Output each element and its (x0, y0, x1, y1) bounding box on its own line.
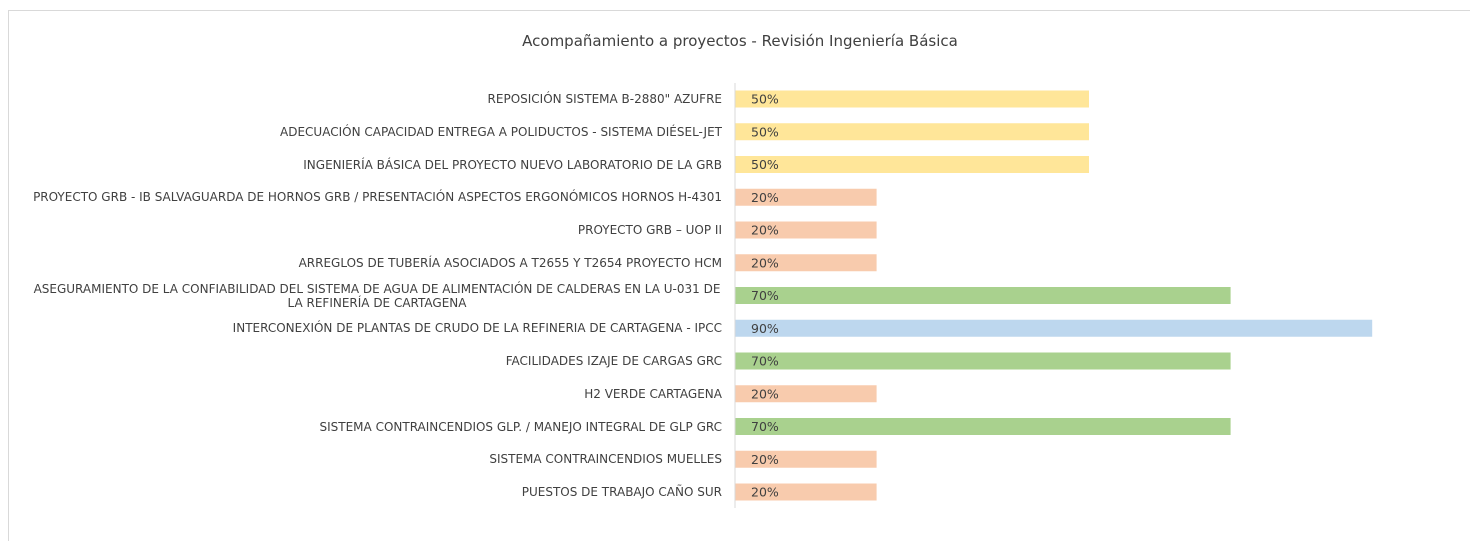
category-label: ARREGLOS DE TUBERÍA ASOCIADOS A T2655 Y … (22, 247, 722, 279)
category-label: SISTEMA CONTRAINCENDIOS MUELLES (22, 443, 722, 475)
data-label: 20% (751, 255, 779, 270)
category-text: H2 VERDE CARTAGENA (584, 386, 722, 401)
bar (735, 156, 1089, 173)
category-text: REPOSICIÓN SISTEMA B-2880" AZUFRE (487, 92, 722, 106)
bar (735, 90, 1089, 108)
data-label: 70% (751, 419, 779, 434)
category-text: ASEGURAMIENTO DE LA CONFIABILIDAD DEL SI… (33, 281, 721, 310)
bar (735, 254, 877, 272)
data-label: 90% (751, 321, 779, 336)
data-label: 70% (751, 288, 779, 303)
data-label: 20% (751, 223, 779, 238)
bar (735, 188, 877, 206)
bar (735, 287, 1231, 304)
category-text: ADECUACIÓN CAPACIDAD ENTREGA A POLIDUCTO… (280, 124, 722, 139)
category-label: PUESTOS DE TRABAJO CAÑO SUR (22, 476, 722, 508)
category-label: INTERCONEXIÓN DE PLANTAS DE CRUDO DE LA … (22, 312, 722, 344)
category-label: PROYECTO GRB – UOP II (22, 214, 722, 246)
data-label: 50% (751, 124, 779, 139)
chart-frame (8, 10, 1470, 541)
category-text: PROYECTO GRB – UOP II (577, 223, 722, 237)
bar (735, 385, 877, 403)
data-label: 50% (751, 157, 779, 172)
category-label: REPOSICIÓN SISTEMA B-2880" AZUFRE (22, 83, 722, 115)
bar (735, 483, 877, 501)
category-label: PROYECTO GRB - IB SALVAGUARDA DE HORNOS … (22, 181, 722, 213)
category-text: ARREGLOS DE TUBERÍA ASOCIADOS A T2655 Y … (298, 255, 722, 270)
data-label: 70% (751, 354, 779, 369)
bar (735, 352, 1231, 370)
data-label: 20% (751, 452, 779, 467)
category-text: PROYECTO GRB - IB SALVAGUARDA DE HORNOS … (33, 190, 722, 205)
category-label: H2 VERDE CARTAGENA (22, 378, 722, 410)
bar (735, 221, 877, 239)
data-label: 20% (751, 386, 779, 401)
category-text: SISTEMA CONTRAINCENDIOS GLP. / MANEJO IN… (319, 419, 723, 434)
data-label: 20% (751, 190, 779, 205)
category-text: SISTEMA CONTRAINCENDIOS MUELLES (489, 452, 722, 467)
category-text: INGENIERÍA BÁSICA DEL PROYECTO NUEVO LAB… (303, 157, 722, 172)
bar (735, 123, 1089, 141)
category-label: FACILIDADES IZAJE DE CARGAS GRC (22, 345, 722, 377)
bar (735, 450, 877, 468)
category-label: SISTEMA CONTRAINCENDIOS GLP. / MANEJO IN… (22, 411, 723, 443)
category-text: PUESTOS DE TRABAJO CAÑO SUR (521, 485, 722, 499)
category-label: INGENIERÍA BÁSICA DEL PROYECTO NUEVO LAB… (22, 149, 722, 181)
category-text: INTERCONEXIÓN DE PLANTAS DE CRUDO DE LA … (232, 321, 722, 336)
data-label: 20% (751, 485, 779, 500)
category-label: ADECUACIÓN CAPACIDAD ENTREGA A POLIDUCTO… (22, 116, 722, 148)
category-text: FACILIDADES IZAJE DE CARGAS GRC (505, 354, 722, 368)
bar (735, 319, 1373, 337)
data-label: 50% (751, 92, 779, 107)
chart-title: Acompañamiento a proyectos - Revisión In… (522, 32, 958, 50)
bar (735, 418, 1231, 435)
category-label: ASEGURAMIENTO DE LA CONFIABILIDAD DEL SI… (22, 280, 722, 312)
